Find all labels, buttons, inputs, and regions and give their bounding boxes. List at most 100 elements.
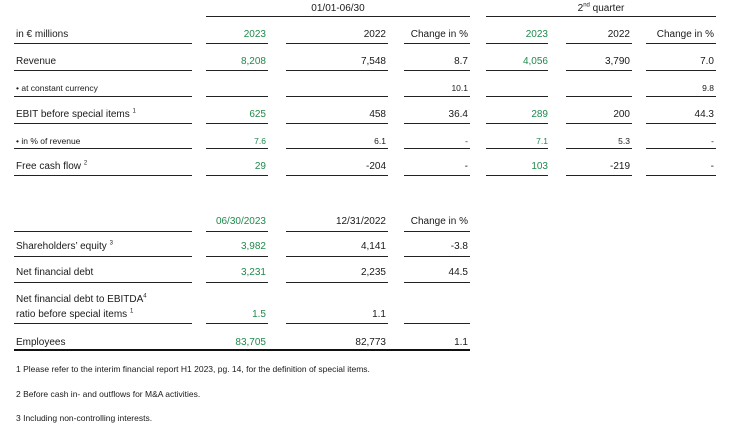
ebit-label-text: EBIT before special items <box>16 109 133 120</box>
rule <box>404 175 470 176</box>
rule <box>404 256 470 257</box>
cell: 1.1 <box>454 337 468 348</box>
rule <box>206 256 268 257</box>
rule <box>206 148 268 149</box>
row-label-ebit: EBIT before special items 1 <box>16 109 136 120</box>
q2-header-number: 2 <box>577 3 584 14</box>
cell: 4,141 <box>360 241 386 252</box>
footnote-1: 1 Please refer to the interim financial … <box>16 364 370 374</box>
col-q2-2023: 2023 <box>525 29 548 40</box>
cell: 7,548 <box>360 56 386 67</box>
rule <box>646 123 716 124</box>
cell: 44.3 <box>694 109 714 120</box>
rule <box>486 148 548 149</box>
rule <box>286 70 388 71</box>
q2-header-rest: quarter <box>589 3 625 14</box>
cell: 200 <box>613 109 630 120</box>
rule <box>206 123 268 124</box>
col-q2-2022: 2022 <box>607 29 630 40</box>
debt-ebitda-line1: Net financial debt to EBITDA <box>16 294 144 305</box>
rule <box>14 70 192 71</box>
cell: 458 <box>369 109 386 120</box>
cell: 7.6 <box>254 136 266 146</box>
rule <box>286 282 388 283</box>
rule <box>14 43 192 44</box>
col-balance-change: Change in % <box>410 216 468 227</box>
cell: 8.7 <box>454 56 468 67</box>
rule <box>486 96 548 97</box>
rule <box>404 323 470 324</box>
rule <box>286 123 388 124</box>
q2-period-header: 2nd quarter <box>486 2 716 14</box>
cell: 9.8 <box>702 83 714 93</box>
rule <box>646 175 716 176</box>
rule <box>286 256 388 257</box>
rule <box>206 175 268 176</box>
rule <box>486 70 548 71</box>
rule <box>566 123 632 124</box>
cell: -219 <box>609 161 630 172</box>
rule <box>206 231 268 232</box>
cell: 83,705 <box>235 337 266 348</box>
rule <box>14 175 192 176</box>
rule <box>486 43 548 44</box>
rule <box>404 43 470 44</box>
row-label-fcf: Free cash flow 2 <box>16 161 87 172</box>
row-label-employees: Employees <box>16 337 66 348</box>
col-date-2023: 06/30/2023 <box>215 216 266 227</box>
cell: 7.1 <box>536 136 548 146</box>
rule <box>404 231 470 232</box>
row-label-constant-currency: • at constant currency <box>16 83 98 93</box>
footnote-ref: 4 <box>143 293 147 300</box>
footnote-ref: 3 <box>109 240 113 247</box>
rule <box>286 231 388 232</box>
cell: -3.8 <box>450 241 468 252</box>
row-label-pct-revenue: • in % of revenue <box>16 136 81 146</box>
cell: - <box>710 161 714 172</box>
cell: 4,056 <box>522 56 548 67</box>
cell: 625 <box>249 109 266 120</box>
rule <box>14 123 192 124</box>
q2-header-sup: nd <box>583 2 590 9</box>
row-label-net-debt: Net financial debt <box>16 267 94 278</box>
rule <box>486 123 548 124</box>
cell: 2,235 <box>360 267 386 278</box>
rule <box>14 148 192 149</box>
rule <box>566 96 632 97</box>
h1-period-header: 01/01-06/30 <box>311 3 365 14</box>
unit-label: in € millions <box>16 29 69 40</box>
rule <box>14 96 192 97</box>
equity-label-text: Shareholders’ equity <box>16 241 110 252</box>
cell: 8,208 <box>240 56 266 67</box>
cell: 289 <box>531 109 548 120</box>
rule <box>646 96 716 97</box>
col-h1-2022: 2022 <box>363 29 386 40</box>
footnote-ref: 1 <box>129 308 134 315</box>
rule <box>404 70 470 71</box>
q2-header-rule <box>486 16 716 17</box>
debt-ebitda-line2: ratio before special items <box>16 309 130 320</box>
rule <box>646 148 716 149</box>
col-h1-change: Change in % <box>410 29 468 40</box>
cell: 3,982 <box>240 241 266 252</box>
col-q2-change: Change in % <box>656 29 714 40</box>
footnote-2: 2 Before cash in- and outflows for M&A a… <box>16 389 201 399</box>
h1-header-rule <box>206 16 470 17</box>
fcf-label-text: Free cash flow <box>16 161 84 172</box>
rule <box>404 282 470 283</box>
cell: 5.3 <box>618 136 630 146</box>
cell: 1.1 <box>372 309 386 320</box>
rule <box>206 323 268 324</box>
rule <box>566 175 632 176</box>
cell: - <box>465 136 468 146</box>
rule <box>486 175 548 176</box>
cell: 44.5 <box>448 267 468 278</box>
row-label-debt-ebitda-1: Net financial debt to EBITDA4 <box>16 293 147 305</box>
rule <box>286 148 388 149</box>
rule <box>286 323 388 324</box>
col-date-2022: 12/31/2022 <box>335 216 386 227</box>
table-bottom-rule <box>14 349 470 351</box>
rule <box>404 148 470 149</box>
cell: 29 <box>254 161 266 172</box>
cell: -204 <box>365 161 386 172</box>
